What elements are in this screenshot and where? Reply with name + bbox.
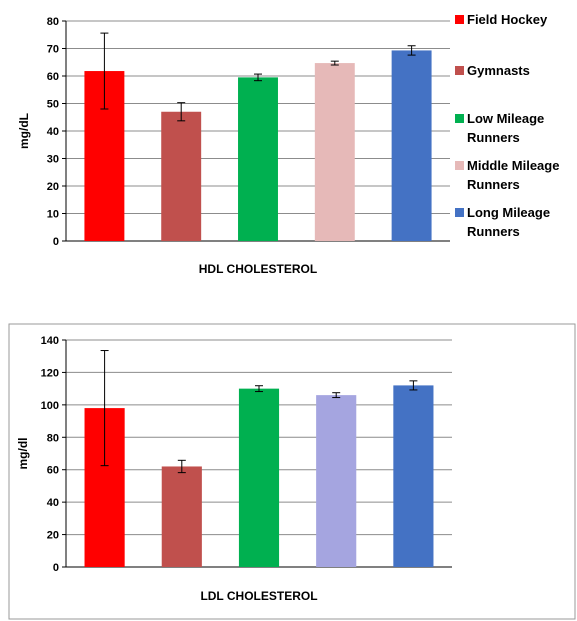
legend-label-1: Gymnasts: [467, 63, 530, 78]
y-tick-label: 30: [47, 154, 59, 166]
y-axis-title: mg/dL: [17, 113, 31, 149]
ldl-chart: 0 20 40 60 80 100 120 140 LDL CHOLESTEROL mg/dl: [16, 335, 452, 603]
legend-label-0: Field Hockey: [467, 12, 548, 27]
y-tick-label: 60: [47, 71, 59, 83]
bar-1: [161, 111, 202, 241]
y-tick-label: 0: [53, 562, 59, 574]
legend-swatch-3: [455, 161, 464, 170]
y-tick-label: 80: [47, 16, 59, 28]
y-tick-label: 120: [41, 367, 59, 379]
legend-swatch-2: [455, 114, 464, 123]
bar-2: [238, 77, 278, 241]
y-tick-label: 60: [47, 465, 59, 477]
x-axis-title: HDL CHOLESTEROL: [199, 262, 317, 276]
legend-label-2: Low Mileage: [467, 111, 544, 126]
y-tick-label: 50: [47, 99, 59, 111]
hdl-legend: Field Hockey Gymnasts Low Mileage Runners Mi…: [455, 12, 559, 239]
bar-4: [393, 385, 434, 567]
ldl-chart-border: [8, 323, 576, 620]
y-axis-title: mg/dl: [16, 438, 30, 470]
legend-label-4: Long Mileage: [467, 205, 550, 220]
y-tick-label: 140: [41, 335, 59, 347]
y-tick-label: 40: [47, 497, 59, 509]
legend-swatch-4: [455, 208, 464, 217]
bar-4: [391, 50, 432, 241]
bar-3: [314, 63, 355, 242]
y-tick-label: 100: [41, 400, 59, 412]
y-tick-label: 0: [53, 236, 59, 248]
legend-swatch-0: [455, 15, 464, 24]
legend-label-4: Runners: [467, 224, 520, 239]
y-tick-label: 80: [47, 432, 59, 444]
legend-label-3: Runners: [467, 177, 520, 192]
legend-label-2: Runners: [467, 130, 520, 145]
x-axis-title: LDL CHOLESTEROL: [200, 589, 317, 603]
bar-1: [161, 466, 202, 567]
y-tick-label: 70: [47, 44, 59, 56]
y-tick-label: 40: [47, 126, 59, 138]
hdl-chart: 0 10 20 30 40 50 60 70 80 HDL CHOLESTEROL mg/dL: [17, 16, 450, 276]
y-tick-label: 20: [47, 181, 59, 193]
y-tick-label: 10: [47, 209, 59, 221]
bar-2: [238, 388, 280, 567]
bar-3: [316, 395, 357, 567]
legend-label-3: Middle Mileage: [467, 158, 559, 173]
legend-swatch-1: [455, 66, 464, 75]
y-tick-label: 20: [47, 530, 59, 542]
